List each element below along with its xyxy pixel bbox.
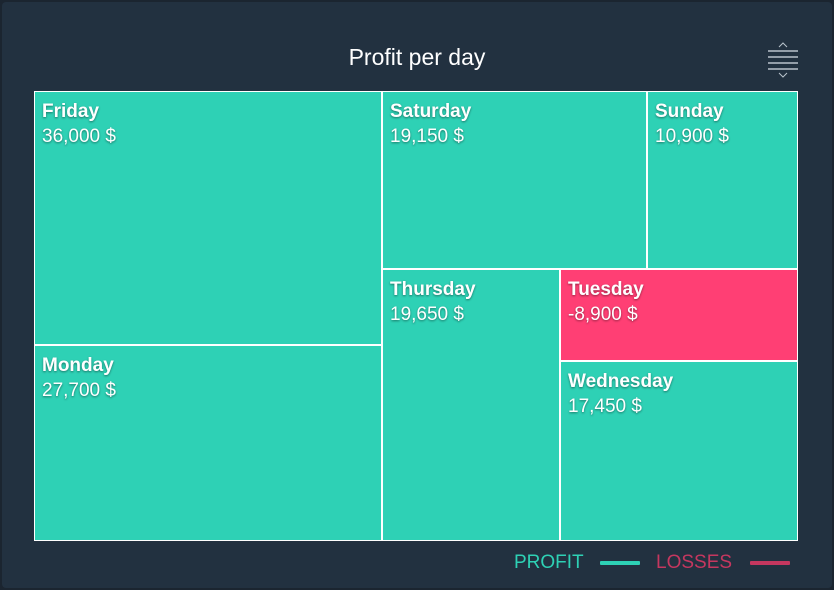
- legend-profit-swatch: [600, 561, 640, 565]
- treemap-cell-name: Saturday: [390, 101, 472, 122]
- treemap-cell-saturday[interactable]: Saturday 19,150 $: [382, 91, 647, 269]
- chart-menu-button[interactable]: [764, 40, 802, 80]
- chart-title: Profit per day: [348, 44, 486, 70]
- treemap-cell-value: 17,450 $: [568, 396, 642, 417]
- treemap-cell-name: Tuesday: [568, 279, 644, 300]
- treemap-cell-value: 10,900 $: [655, 126, 729, 147]
- treemap-cell-name: Sunday: [655, 101, 724, 122]
- treemap-cell-monday[interactable]: Monday 27,700 $: [34, 345, 382, 541]
- legend-losses-swatch: [750, 561, 790, 565]
- treemap-cell-thursday[interactable]: Thursday 19,650 $: [382, 269, 560, 541]
- legend-item-profit[interactable]: PROFIT: [514, 552, 584, 573]
- treemap-cell-wednesday[interactable]: Wednesday 17,450 $: [560, 361, 798, 541]
- treemap-cell-sunday[interactable]: Sunday 10,900 $: [647, 91, 798, 269]
- treemap-plot-area: Friday 36,000 $ Monday 27,700 $ Saturday 19,1…: [34, 91, 798, 541]
- treemap-cell-name: Monday: [42, 355, 114, 376]
- treemap-cell-value: 27,700 $: [42, 380, 116, 401]
- treemap-cell-value: -8,900 $: [568, 304, 638, 325]
- treemap-cell-value: 19,150 $: [390, 126, 464, 147]
- treemap-cell-value: 36,000 $: [42, 126, 116, 147]
- treemap-cell-friday[interactable]: Friday 36,000 $: [34, 91, 382, 345]
- treemap-cell-tuesday[interactable]: Tuesday -8,900 $: [560, 269, 798, 361]
- legend-item-losses[interactable]: LOSSES: [656, 552, 733, 573]
- treemap-cell-name: Wednesday: [568, 371, 674, 392]
- treemap-cell-name: Friday: [42, 101, 100, 122]
- treemap-cell-value: 19,650 $: [390, 304, 464, 325]
- menu-lines-icon: [768, 42, 798, 78]
- treemap-cell-name: Thursday: [390, 279, 476, 300]
